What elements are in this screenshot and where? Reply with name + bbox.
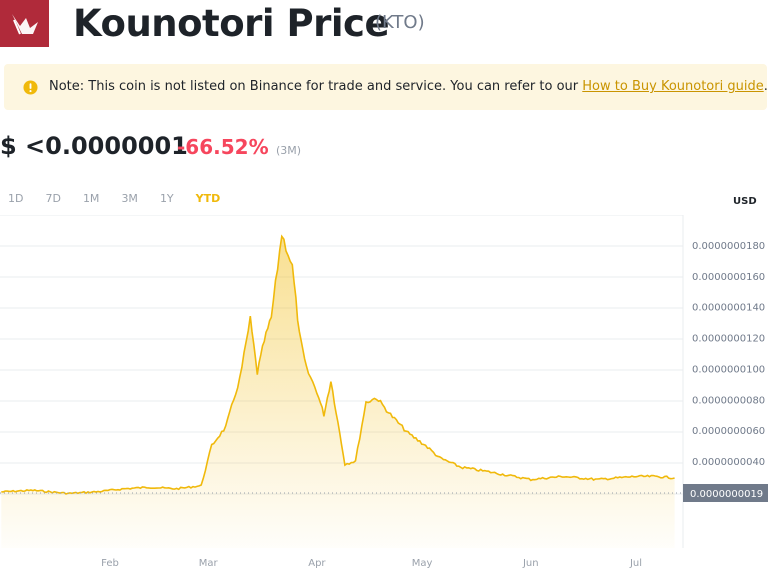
y-tick-label: 0.0000000040: [692, 457, 765, 468]
y-axis: 0.0000000040 0.0000000060 0.0000000080 0.00…: [692, 241, 765, 468]
range-tab-ytd[interactable]: YTD: [195, 192, 221, 205]
coin-symbol: (KTO): [375, 12, 425, 33]
notice-message: Note: This coin is not listed on Binance…: [49, 79, 583, 94]
y-tick-label: 0.0000000060: [692, 426, 765, 437]
notice-text: Note: This coin is not listed on Binance…: [49, 78, 768, 96]
y-tick-label: 0.0000000140: [692, 303, 765, 314]
current-price-tag: 0.0000000019: [683, 484, 768, 502]
price-chart[interactable]: 0.0000000040 0.0000000060 0.0000000080 0.00…: [0, 215, 783, 575]
x-tick-label: Jul: [629, 558, 642, 569]
range-tab-3m[interactable]: 3M: [121, 192, 138, 205]
x-tick-label: Apr: [308, 558, 326, 569]
y-tick-label: 0.0000000100: [692, 364, 765, 375]
currency-label: USD: [733, 196, 757, 207]
range-tab-1y[interactable]: 1Y: [159, 192, 174, 205]
range-tab-1d[interactable]: 1D: [8, 192, 24, 205]
time-range-tabs: 1D 7D 1M 3M 1Y YTD: [8, 192, 242, 206]
current-price: $ <0.0000001: [0, 132, 188, 160]
price-line: [1, 234, 675, 495]
kounotori-logo: [0, 0, 49, 47]
x-tick-label: Feb: [101, 558, 119, 569]
current-price-tag-label: 0.0000000019: [690, 489, 763, 500]
x-tick-label: Jun: [522, 558, 539, 569]
price-area: [1, 236, 675, 548]
y-tick-label: 0.0000000180: [692, 241, 765, 252]
warning-icon: [23, 80, 38, 95]
how-to-buy-link[interactable]: How to Buy Kounotori guide: [582, 79, 764, 94]
price-change: -66.52%: [177, 135, 269, 159]
notice-suffix: .: [763, 79, 768, 94]
x-tick-label: May: [412, 558, 433, 569]
change-period: (3M): [276, 144, 302, 157]
notice-banner: Note: This coin is not listed on Binance…: [4, 64, 768, 110]
range-tab-1m[interactable]: 1M: [82, 192, 100, 205]
current-price-tag-bg: [683, 484, 768, 502]
y-tick-label: 0.0000000080: [692, 395, 765, 406]
x-axis: Feb Mar Apr May Jun Jul: [101, 558, 642, 569]
y-tick-label: 0.0000000120: [692, 334, 765, 345]
page-title: Kounotori Price: [73, 2, 390, 45]
x-tick-label: Mar: [199, 558, 219, 569]
crane-icon: [12, 14, 38, 35]
range-tab-7d[interactable]: 7D: [45, 192, 61, 205]
y-tick-label: 0.0000000160: [692, 272, 765, 283]
